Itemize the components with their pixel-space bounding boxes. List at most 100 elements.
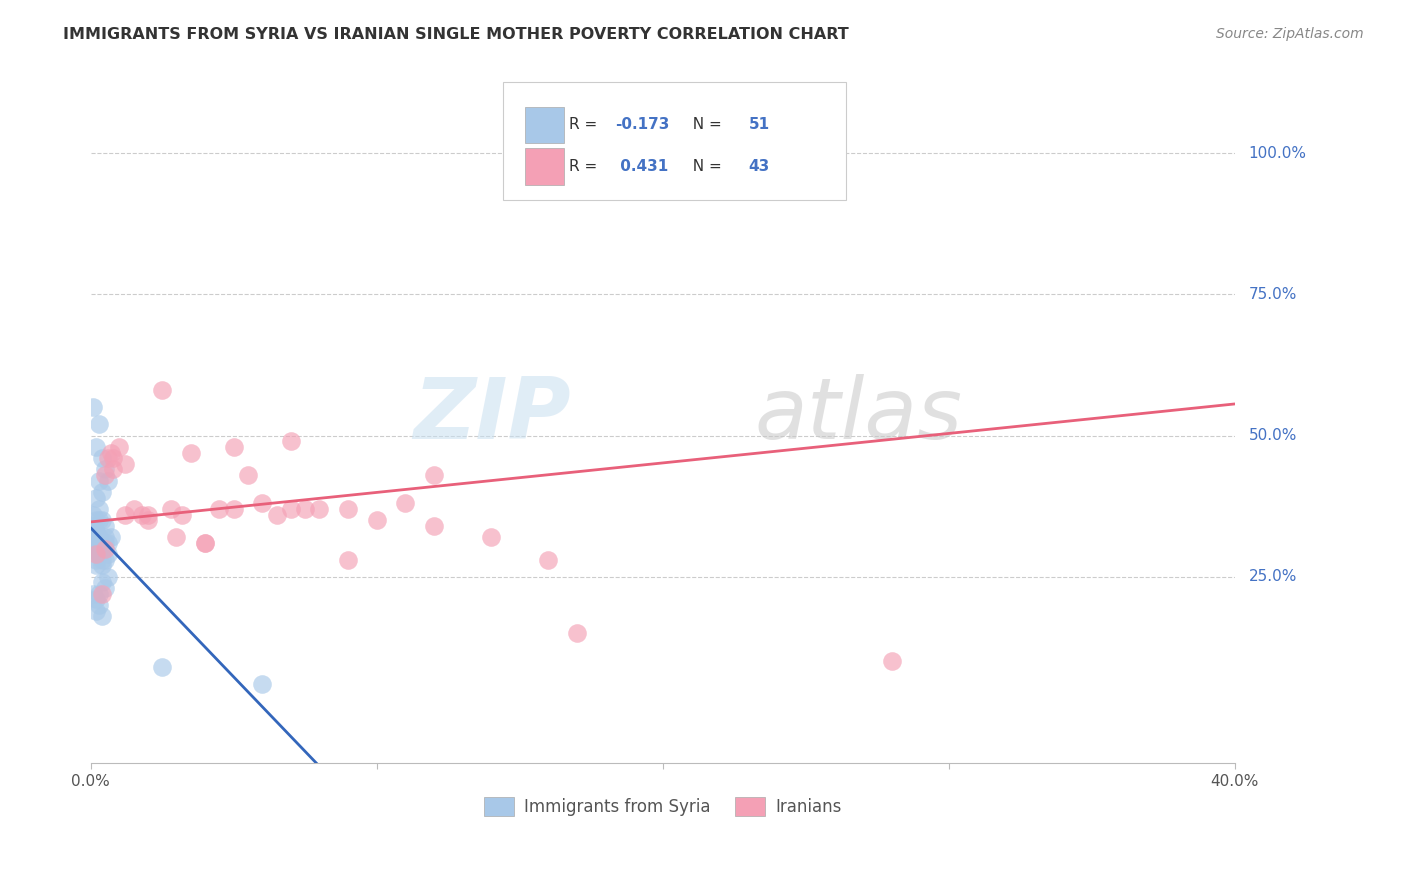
- Point: [100, 445, 122, 459]
- Legend: Immigrants from Syria, Iranians: Immigrants from Syria, Iranians: [475, 789, 851, 824]
- Point: [86, 547, 108, 561]
- Point: [150, 384, 173, 398]
- Text: IMMIGRANTS FROM SYRIA VS IRANIAN SINGLE MOTHER POVERTY CORRELATION CHART: IMMIGRANTS FROM SYRIA VS IRANIAN SINGLE …: [63, 27, 849, 42]
- Point: [91, 451, 114, 466]
- Text: 25.0%: 25.0%: [1249, 569, 1296, 584]
- Point: [222, 502, 245, 516]
- Point: [82, 587, 104, 601]
- Point: [159, 502, 181, 516]
- Point: [394, 496, 416, 510]
- Point: [565, 626, 588, 640]
- Point: [82, 524, 104, 539]
- Point: [89, 417, 111, 432]
- Point: [89, 474, 111, 488]
- Point: [94, 468, 117, 483]
- Point: [94, 530, 117, 544]
- Point: [91, 541, 114, 556]
- Point: [252, 677, 274, 691]
- Point: [89, 536, 111, 550]
- Point: [423, 519, 446, 533]
- Point: [89, 513, 111, 527]
- Point: [222, 440, 245, 454]
- FancyBboxPatch shape: [526, 148, 564, 185]
- Point: [150, 660, 173, 674]
- Point: [97, 536, 120, 550]
- Point: [86, 440, 108, 454]
- Point: [86, 541, 108, 556]
- Point: [89, 547, 111, 561]
- Point: [280, 502, 302, 516]
- Point: [103, 462, 125, 476]
- Point: [89, 530, 111, 544]
- Point: [86, 491, 108, 505]
- Point: [108, 440, 131, 454]
- Point: [114, 508, 136, 522]
- Point: [94, 519, 117, 533]
- Text: 75.0%: 75.0%: [1249, 287, 1296, 301]
- Point: [194, 536, 217, 550]
- Point: [294, 502, 316, 516]
- Point: [114, 457, 136, 471]
- Point: [97, 474, 120, 488]
- Text: 43: 43: [748, 159, 769, 174]
- Point: [89, 587, 111, 601]
- Point: [136, 513, 159, 527]
- Point: [94, 553, 117, 567]
- Point: [86, 524, 108, 539]
- Point: [165, 530, 187, 544]
- Point: [172, 508, 194, 522]
- Point: [131, 508, 153, 522]
- Point: [86, 541, 108, 556]
- Point: [89, 598, 111, 612]
- Point: [91, 485, 114, 500]
- Text: -0.173: -0.173: [614, 117, 669, 132]
- Point: [308, 502, 330, 516]
- Point: [280, 434, 302, 449]
- Point: [122, 502, 145, 516]
- Point: [97, 547, 120, 561]
- Point: [91, 558, 114, 573]
- Point: [82, 530, 104, 544]
- Point: [89, 547, 111, 561]
- Point: [94, 581, 117, 595]
- FancyBboxPatch shape: [526, 107, 564, 143]
- Point: [89, 502, 111, 516]
- Point: [423, 468, 446, 483]
- Point: [91, 575, 114, 590]
- Point: [479, 530, 502, 544]
- Point: [366, 513, 388, 527]
- Point: [86, 558, 108, 573]
- Point: [252, 496, 274, 510]
- Point: [86, 513, 108, 527]
- Point: [337, 502, 360, 516]
- Point: [136, 508, 159, 522]
- Point: [82, 401, 104, 415]
- Text: 100.0%: 100.0%: [1249, 145, 1306, 161]
- Point: [91, 541, 114, 556]
- Point: [194, 536, 217, 550]
- Text: 50.0%: 50.0%: [1249, 428, 1296, 443]
- Point: [97, 451, 120, 466]
- Point: [91, 609, 114, 624]
- Point: [91, 587, 114, 601]
- Text: R =: R =: [569, 159, 602, 174]
- Point: [97, 570, 120, 584]
- Text: Source: ZipAtlas.com: Source: ZipAtlas.com: [1216, 27, 1364, 41]
- FancyBboxPatch shape: [502, 82, 846, 201]
- Point: [82, 508, 104, 522]
- Point: [89, 536, 111, 550]
- Point: [86, 592, 108, 607]
- Point: [86, 524, 108, 539]
- Point: [103, 451, 125, 466]
- Point: [880, 655, 903, 669]
- Point: [180, 445, 202, 459]
- Point: [82, 541, 104, 556]
- Point: [100, 530, 122, 544]
- Point: [82, 519, 104, 533]
- Point: [537, 553, 560, 567]
- Point: [94, 462, 117, 476]
- Point: [266, 508, 288, 522]
- Text: R =: R =: [569, 117, 602, 132]
- Point: [94, 536, 117, 550]
- Text: N =: N =: [683, 159, 727, 174]
